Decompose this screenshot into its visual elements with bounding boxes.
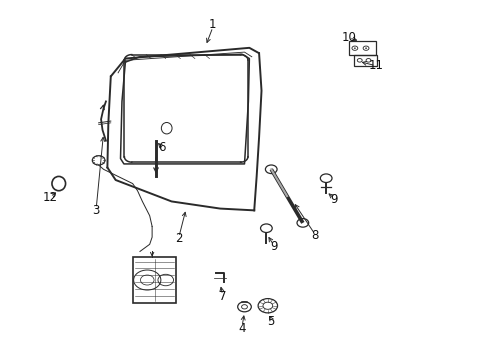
Text: 9: 9 bbox=[330, 193, 338, 206]
Circle shape bbox=[353, 48, 355, 49]
Text: 3: 3 bbox=[92, 204, 100, 217]
Text: 9: 9 bbox=[269, 240, 277, 253]
Circle shape bbox=[365, 48, 366, 49]
Text: 7: 7 bbox=[219, 289, 226, 303]
Text: 5: 5 bbox=[267, 315, 274, 328]
Text: 4: 4 bbox=[238, 322, 245, 335]
Text: 6: 6 bbox=[158, 141, 165, 154]
Text: 1: 1 bbox=[209, 18, 216, 31]
Text: 11: 11 bbox=[367, 59, 383, 72]
Text: 12: 12 bbox=[42, 192, 58, 204]
Text: 2: 2 bbox=[175, 233, 182, 246]
Text: 10: 10 bbox=[341, 31, 356, 44]
Text: 8: 8 bbox=[311, 229, 318, 242]
